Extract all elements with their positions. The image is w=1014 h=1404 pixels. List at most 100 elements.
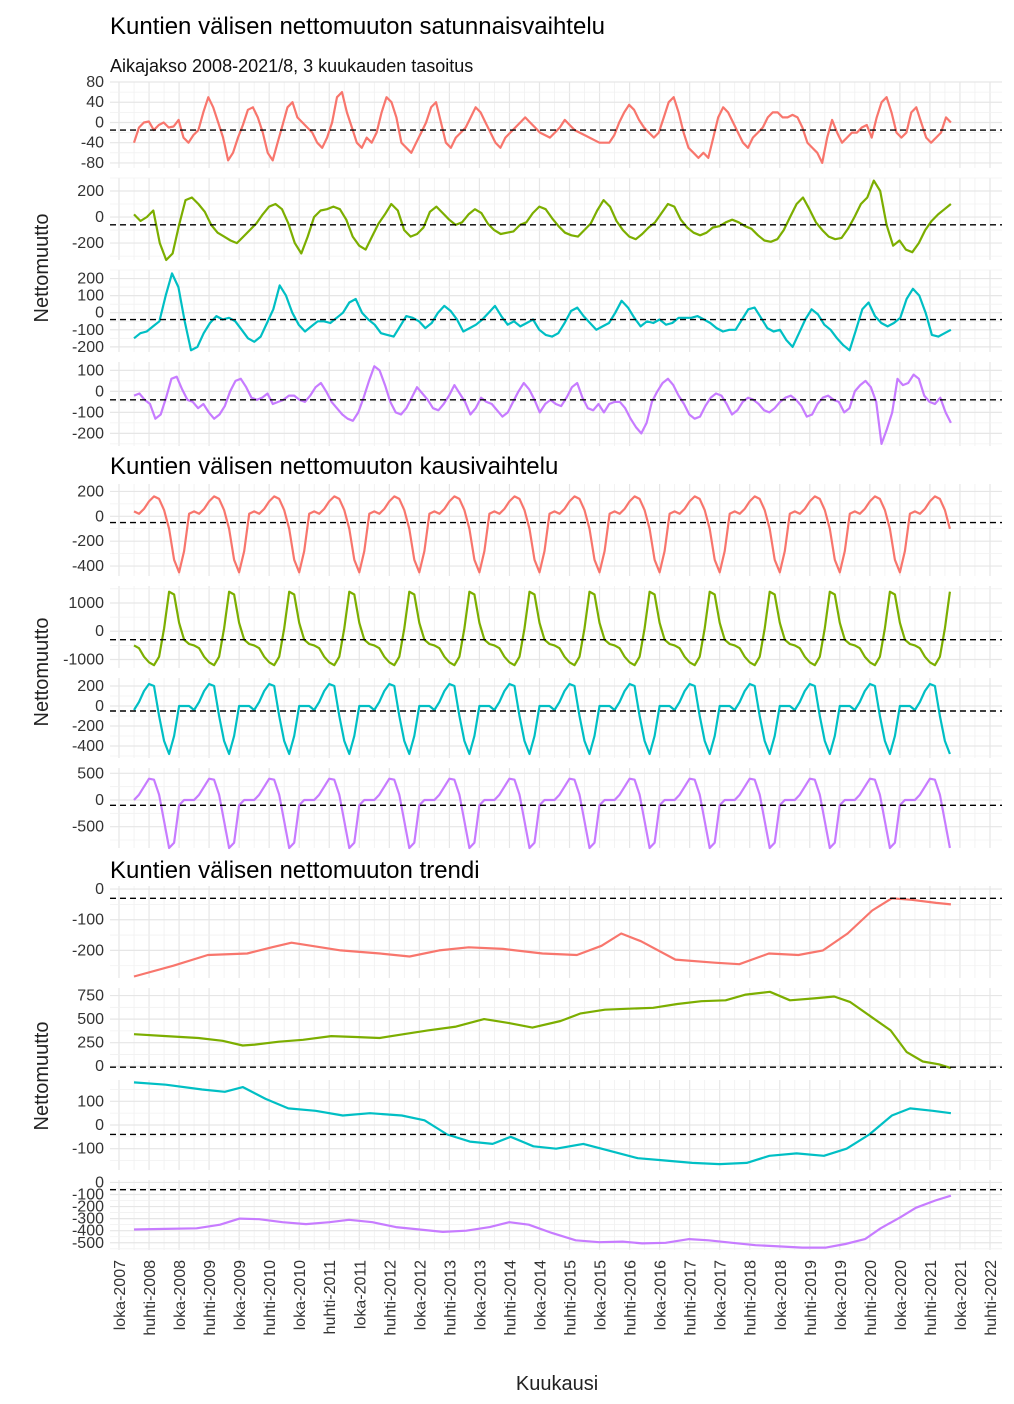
trend-panel-4-series-line <box>133 1194 952 1249</box>
seasonal-panel-1-ytick-label: -400 <box>72 558 104 575</box>
trend-panel-1-ytick-label: -100 <box>72 912 104 929</box>
x-tick-label: huhti-2012 <box>382 1260 399 1336</box>
random-panel-1-ytick-label: 40 <box>86 94 104 111</box>
x-tick-label: loka-2007 <box>112 1260 129 1330</box>
trend-panel-3-ytick-label: -100 <box>72 1141 104 1158</box>
random-panel-2-ytick-label: 200 <box>77 183 104 200</box>
seasonal-panel-4-ytick-label: -500 <box>72 819 104 836</box>
x-tick-label: loka-2008 <box>172 1260 189 1330</box>
x-tick-label: loka-2017 <box>713 1260 730 1330</box>
x-tick-label: loka-2019 <box>833 1260 850 1330</box>
x-tick-label: loka-2016 <box>653 1260 670 1330</box>
y-axis-label-random: Nettomuutto <box>31 214 53 323</box>
trend-panel-3-series-line <box>133 1081 952 1166</box>
random-panel-2-background <box>110 178 1002 260</box>
random-panel-1-ytick-label: 80 <box>86 74 104 91</box>
trend-panel-4-ytick-label: -200 <box>72 1199 104 1216</box>
trend-panel-4-ytick-label: -300 <box>72 1211 104 1228</box>
random-panel-2-ytick-label: -200 <box>72 235 104 252</box>
series-layer <box>110 91 1002 1249</box>
x-tick-label: loka-2015 <box>593 1260 610 1330</box>
random-panel-3-ytick-label: 0 <box>95 305 104 322</box>
seasonal-section-title: Kuntien välisen nettomuuton kausivaihtel… <box>110 453 558 480</box>
random-panel-3-ytick-label: 100 <box>77 288 104 305</box>
trend-panel-2-series-line <box>133 990 952 1070</box>
seasonal-panel-2-background <box>110 586 1002 668</box>
x-tick-label: loka-2021 <box>953 1260 970 1330</box>
x-tick-label: huhti-2022 <box>983 1260 1000 1336</box>
x-tick-label: loka-2018 <box>773 1260 790 1330</box>
y-axis-label-seasonal: Nettomuutto <box>31 618 53 727</box>
trend-panel-4-ytick-label: -500 <box>72 1235 104 1252</box>
seasonal-panel-4-ytick-label: 0 <box>95 792 104 809</box>
trend-panel-2-ytick-label: 500 <box>77 1011 104 1028</box>
random-panel-2-series-line <box>133 179 952 262</box>
x-tick-label: huhti-2011 <box>322 1260 339 1335</box>
random-panel-1-ytick-label: -40 <box>81 135 104 152</box>
seasonal-panel-1-series-line <box>133 495 951 574</box>
seasonal-panel-1-background <box>110 484 1002 576</box>
random-panel-1-ytick-label: 0 <box>95 114 104 131</box>
grid-layer <box>110 81 1002 1250</box>
random-panel-2-ytick-label: 0 <box>95 209 104 226</box>
x-tick-label: huhti-2008 <box>142 1260 159 1336</box>
x-tick-label: huhti-2016 <box>623 1260 640 1336</box>
x-tick-label: huhti-2019 <box>803 1260 820 1336</box>
seasonal-panel-2-series-line <box>133 590 951 667</box>
trend-panel-4-ytick-label: -100 <box>72 1186 104 1203</box>
labels-layer: 80400-40-802000-2002001000-100-2001000-1… <box>63 74 1000 1336</box>
seasonal-panel-3-ytick-label: -200 <box>72 718 104 735</box>
seasonal-panel-4-ytick-label: 500 <box>77 765 104 782</box>
random-panel-3-ytick-label: -200 <box>72 339 104 356</box>
seasonal-panel-3-ytick-label: 200 <box>77 678 104 695</box>
x-tick-label: loka-2020 <box>893 1260 910 1330</box>
seasonal-panel-4-series-line <box>133 777 951 850</box>
trend-panel-2-ytick-label: 0 <box>95 1058 104 1075</box>
x-tick-label: huhti-2020 <box>863 1260 880 1336</box>
random-panel-4-ytick-label: -100 <box>72 404 104 421</box>
x-tick-label: huhti-2009 <box>202 1260 219 1336</box>
x-axis-label: Kuukausi <box>516 1373 598 1395</box>
x-tick-label: huhti-2018 <box>743 1260 760 1336</box>
seasonal-panel-2-ytick-label: -1000 <box>63 652 104 669</box>
x-tick-label: loka-2013 <box>472 1260 489 1330</box>
seasonal-panel-3-background <box>110 678 1002 758</box>
trend-panel-4-ytick-label: -400 <box>72 1223 104 1240</box>
random-panel-1-ytick-label: -80 <box>81 155 104 172</box>
x-tick-label: loka-2011 <box>352 1260 369 1329</box>
random-panel-3-ytick-label: -100 <box>72 322 104 339</box>
trend-panel-1-background <box>110 886 1002 978</box>
random-panel-1-background <box>110 82 1002 168</box>
random-section-subtitle: Aikajakso 2008-2021/8, 3 kuukauden tasoi… <box>110 56 473 76</box>
x-tick-label: loka-2010 <box>292 1260 309 1330</box>
trend-panel-1-ytick-label: -200 <box>72 942 104 959</box>
trend-panel-1-ytick-label: 0 <box>95 881 104 898</box>
random-section-title: Kuntien välisen nettomuuton satunnaisvai… <box>110 13 605 40</box>
x-tick-label: huhti-2017 <box>683 1260 700 1336</box>
trend-panel-4-ytick-label: 0 <box>95 1174 104 1191</box>
trend-panel-3-ytick-label: 0 <box>95 1117 104 1134</box>
trend-section-title: Kuntien välisen nettomuuton trendi <box>110 857 480 884</box>
x-tick-label: loka-2009 <box>232 1260 249 1330</box>
seasonal-panel-1-ytick-label: 0 <box>95 508 104 525</box>
seasonal-panel-2-ytick-label: 1000 <box>68 595 104 612</box>
trend-panel-2-ytick-label: 750 <box>77 988 104 1005</box>
random-panel-4-series-line <box>133 365 952 445</box>
random-panel-3-ytick-label: 200 <box>77 271 104 288</box>
random-panel-4-ytick-label: -200 <box>72 425 104 442</box>
random-panel-4-ytick-label: 0 <box>95 383 104 400</box>
x-tick-label: huhti-2014 <box>502 1260 519 1336</box>
seasonal-panel-3-ytick-label: 0 <box>95 698 104 715</box>
x-tick-label: huhti-2015 <box>563 1260 580 1336</box>
x-tick-label: loka-2012 <box>412 1260 429 1330</box>
trend-panel-1-series-line <box>133 897 952 978</box>
x-tick-label: huhti-2021 <box>923 1260 940 1336</box>
trend-panel-2-ytick-label: 250 <box>77 1035 104 1052</box>
seasonal-panel-1-ytick-label: -200 <box>72 533 104 550</box>
seasonal-panel-3-series-line <box>133 682 951 756</box>
random-panel-1-series-line <box>132 91 952 164</box>
seasonal-panel-3-ytick-label: -400 <box>72 738 104 755</box>
random-panel-4-ytick-label: 100 <box>77 362 104 379</box>
seasonal-panel-4-background <box>110 768 1002 848</box>
